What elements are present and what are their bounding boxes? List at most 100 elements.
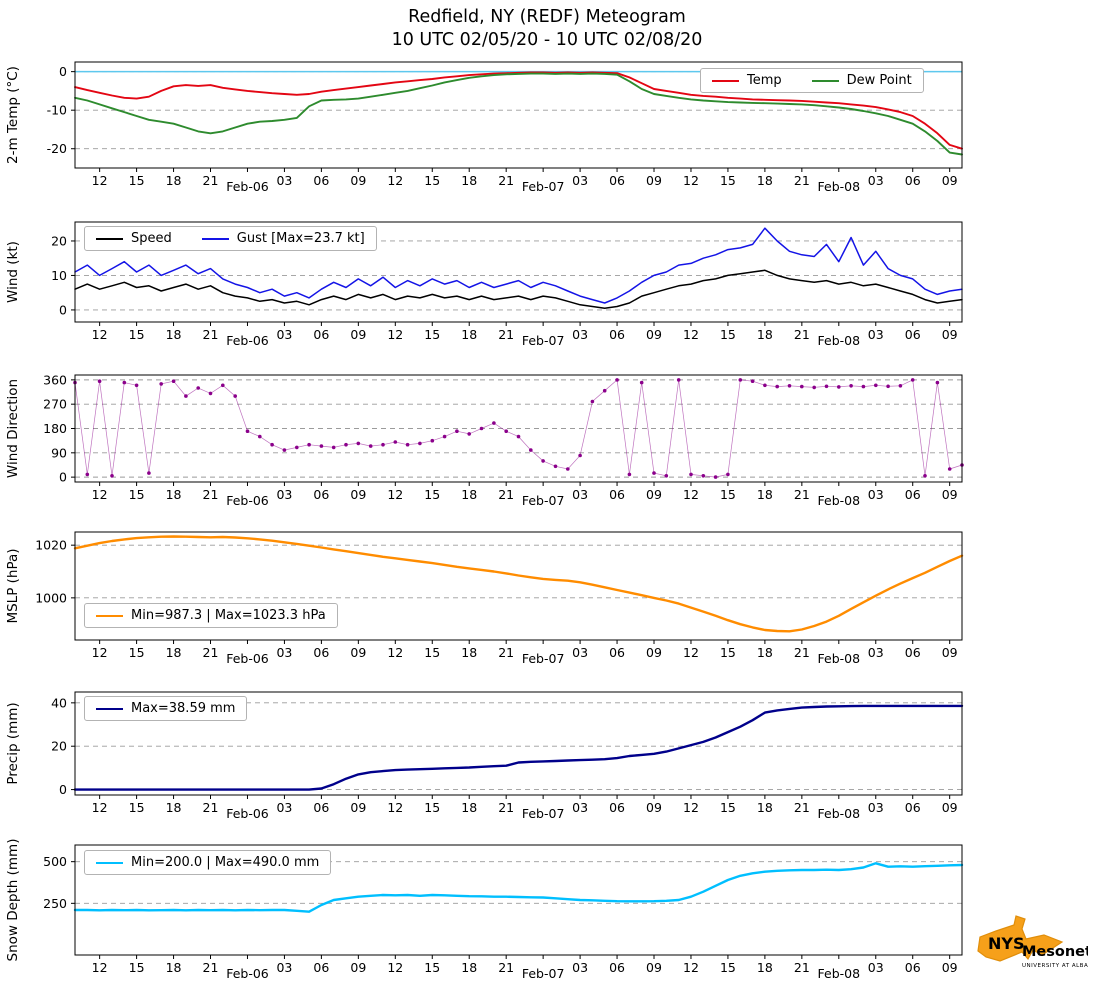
legend-label-dewpoint: Dew Point bbox=[846, 73, 912, 88]
svg-text:18: 18 bbox=[757, 327, 773, 342]
svg-text:21: 21 bbox=[498, 327, 514, 342]
legend-mslp: Min=987.3 | Max=1023.3 hPa bbox=[84, 603, 338, 628]
svg-text:03: 03 bbox=[868, 645, 884, 660]
svg-text:18: 18 bbox=[461, 487, 477, 502]
svg-text:09: 09 bbox=[942, 645, 958, 660]
logo-org-text: NYS bbox=[988, 934, 1025, 953]
svg-text:15: 15 bbox=[720, 487, 736, 502]
svg-text:12: 12 bbox=[92, 800, 108, 815]
svg-text:03: 03 bbox=[868, 960, 884, 975]
svg-text:18: 18 bbox=[166, 960, 182, 975]
svg-text:Feb-08: Feb-08 bbox=[818, 179, 861, 194]
panel-precip: 0 20 40 12 15 18 21 Feb-06 03 06 09 12 15 18 21 Feb-07 0… bbox=[5, 691, 964, 821]
svg-text:15: 15 bbox=[424, 327, 440, 342]
svg-text:12: 12 bbox=[387, 645, 403, 660]
precip-line-sample bbox=[96, 707, 123, 710]
svg-text:09: 09 bbox=[942, 960, 958, 975]
svg-text:Feb-06: Feb-06 bbox=[226, 493, 269, 508]
svg-text:21: 21 bbox=[203, 645, 219, 660]
svg-text:09: 09 bbox=[942, 487, 958, 502]
svg-text:15: 15 bbox=[424, 173, 440, 188]
svg-text:06: 06 bbox=[313, 327, 329, 342]
svg-text:Feb-07: Feb-07 bbox=[522, 806, 565, 821]
svg-text:03: 03 bbox=[572, 173, 588, 188]
svg-text:21: 21 bbox=[203, 327, 219, 342]
svg-text:09: 09 bbox=[942, 173, 958, 188]
svg-text:06: 06 bbox=[609, 327, 625, 342]
svg-text:0: 0 bbox=[59, 782, 67, 797]
svg-text:21: 21 bbox=[498, 173, 514, 188]
svg-text:18: 18 bbox=[461, 960, 477, 975]
svg-text:12: 12 bbox=[387, 960, 403, 975]
svg-text:12: 12 bbox=[387, 487, 403, 502]
svg-text:12: 12 bbox=[387, 800, 403, 815]
panel-mslp: 1000 1020 12 15 18 21 Feb-06 03 06 09 12 15 18 21 Feb-… bbox=[5, 531, 964, 666]
svg-text:03: 03 bbox=[276, 645, 292, 660]
svg-text:20: 20 bbox=[51, 233, 67, 248]
svg-text:09: 09 bbox=[646, 960, 662, 975]
legend-precip: Max=38.59 mm bbox=[84, 696, 248, 721]
svg-text:09: 09 bbox=[350, 487, 366, 502]
svg-text:Feb-06: Feb-06 bbox=[226, 651, 269, 666]
panel-snow: 250 500 12 15 18 21 Feb-06 03 06 09 12 15 18 21 Feb-07… bbox=[5, 839, 964, 981]
legend-item-precip: Max=38.59 mm bbox=[96, 701, 235, 716]
legend-item-dewpoint: Dew Point bbox=[811, 73, 912, 88]
svg-text:Feb-06: Feb-06 bbox=[226, 966, 269, 981]
svg-text:15: 15 bbox=[129, 173, 145, 188]
svg-text:06: 06 bbox=[609, 800, 625, 815]
legend-item-gust: Gust [Max=23.7 kt] bbox=[201, 231, 365, 246]
svg-text:Feb-07: Feb-07 bbox=[522, 651, 565, 666]
svg-text:15: 15 bbox=[129, 800, 145, 815]
temp-line-sample bbox=[712, 79, 739, 82]
svg-text:18: 18 bbox=[461, 327, 477, 342]
svg-text:2-m Temp (°C): 2-m Temp (°C) bbox=[5, 66, 21, 164]
svg-text:Feb-06: Feb-06 bbox=[226, 179, 269, 194]
svg-text:18: 18 bbox=[757, 960, 773, 975]
gust-line-sample bbox=[201, 237, 229, 240]
svg-text:06: 06 bbox=[905, 173, 921, 188]
svg-text:06: 06 bbox=[609, 173, 625, 188]
svg-text:21: 21 bbox=[794, 173, 810, 188]
svg-text:03: 03 bbox=[276, 327, 292, 342]
legend-label-precip: Max=38.59 mm bbox=[131, 701, 236, 716]
svg-text:15: 15 bbox=[720, 800, 736, 815]
svg-text:06: 06 bbox=[905, 327, 921, 342]
svg-text:09: 09 bbox=[350, 173, 366, 188]
svg-text:03: 03 bbox=[572, 960, 588, 975]
svg-text:40: 40 bbox=[51, 695, 67, 710]
legend-temp: Temp Dew Point bbox=[700, 68, 924, 93]
svg-text:09: 09 bbox=[942, 800, 958, 815]
mslp-line-sample bbox=[96, 614, 123, 617]
svg-text:09: 09 bbox=[646, 487, 662, 502]
svg-text:03: 03 bbox=[276, 487, 292, 502]
svg-text:06: 06 bbox=[313, 960, 329, 975]
svg-text:09: 09 bbox=[646, 173, 662, 188]
svg-text:12: 12 bbox=[92, 173, 108, 188]
svg-text:12: 12 bbox=[387, 327, 403, 342]
svg-text:09: 09 bbox=[646, 645, 662, 660]
svg-text:21: 21 bbox=[794, 327, 810, 342]
svg-text:21: 21 bbox=[203, 800, 219, 815]
svg-text:21: 21 bbox=[794, 645, 810, 660]
svg-text:21: 21 bbox=[203, 173, 219, 188]
svg-text:1020: 1020 bbox=[35, 538, 67, 553]
svg-text:Precip (mm): Precip (mm) bbox=[5, 702, 21, 784]
svg-text:03: 03 bbox=[276, 960, 292, 975]
svg-text:12: 12 bbox=[683, 327, 699, 342]
chart-title: Redfield, NY (REDF) Meteogram bbox=[408, 7, 686, 27]
svg-text:21: 21 bbox=[203, 960, 219, 975]
legend-label-mslp: Min=987.3 | Max=1023.3 hPa bbox=[131, 608, 326, 623]
svg-text:06: 06 bbox=[905, 645, 921, 660]
svg-text:20: 20 bbox=[51, 739, 67, 754]
legend-item-speed: Speed bbox=[96, 231, 172, 246]
svg-text:18: 18 bbox=[166, 327, 182, 342]
svg-text:Feb-07: Feb-07 bbox=[522, 179, 565, 194]
svg-text:15: 15 bbox=[129, 487, 145, 502]
svg-text:12: 12 bbox=[92, 327, 108, 342]
svg-text:12: 12 bbox=[92, 645, 108, 660]
svg-text:250: 250 bbox=[43, 896, 67, 911]
dewpoint-line-sample bbox=[811, 79, 839, 82]
legend-label-speed: Speed bbox=[131, 231, 172, 246]
